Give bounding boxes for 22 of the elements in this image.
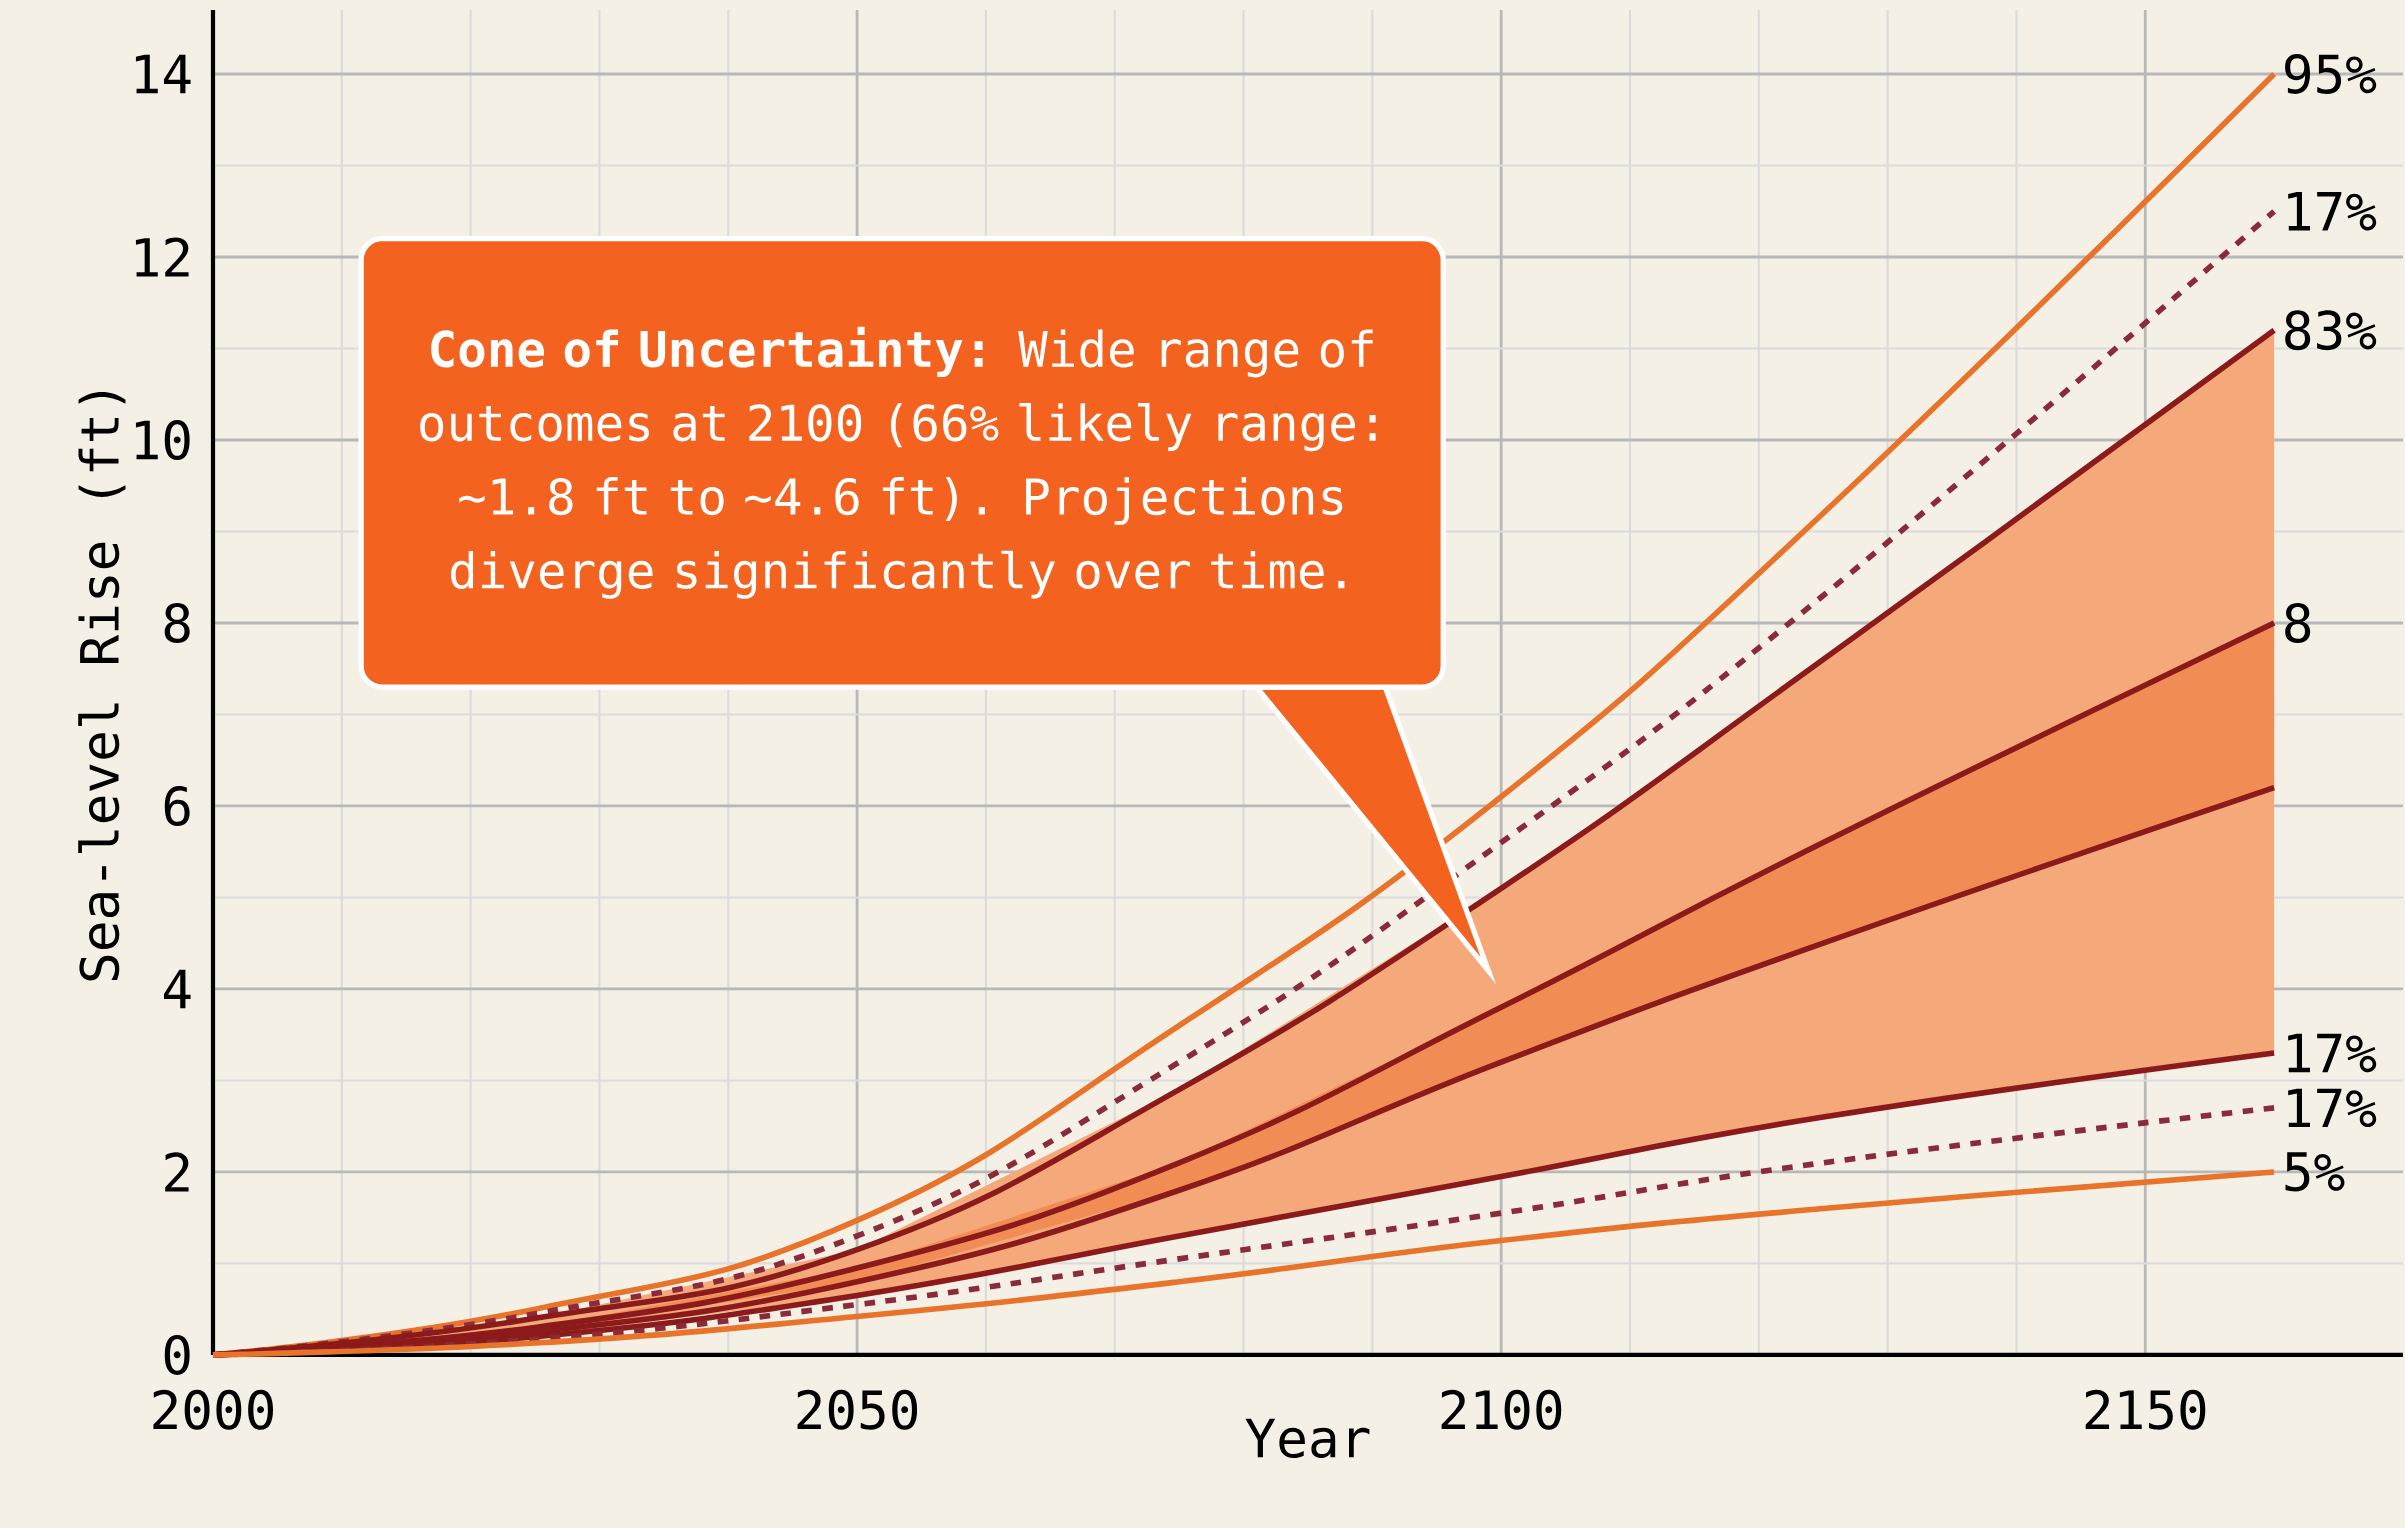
series-label: 8 (2285, 603, 2311, 643)
x-tick-label: 2150 (2085, 1389, 2206, 1430)
x-axis-title: Year (1245, 1418, 1370, 1459)
y-tick-label: 12 (135, 237, 189, 277)
series-label: 5% (2285, 1152, 2345, 1192)
y-tick-label: 6 (164, 786, 190, 826)
series-label: 17% (2288, 1033, 2377, 1073)
series-label: 17% (2288, 192, 2377, 231)
series-label: 17% (2288, 1088, 2377, 1128)
y-tick-label: 8 (164, 603, 190, 643)
x-tick-label: 2100 (1441, 1389, 1562, 1430)
y-tick-label: 0 (164, 1335, 190, 1375)
y-tick-label: 2 (165, 1152, 189, 1192)
y-tick-label: 4 (163, 969, 191, 1009)
y-tick-label: 14 (135, 54, 191, 94)
x-tick-label: 2050 (797, 1389, 918, 1430)
x-tick-label: 2000 (153, 1389, 273, 1430)
y-tick-label: 10 (135, 420, 190, 460)
annotation: Cone of Uncertainty: Wide range of outcomes at 2100 (66% likely range: ~1.8 ft to ~4.6 ft). Projections diverge significantly over time. (420, 326, 1376, 599)
series-label: 95% (2285, 54, 2377, 94)
y-axis-title: Sea-level Rise (ft) (78, 391, 126, 981)
series-label: 83% (2285, 310, 2377, 351)
